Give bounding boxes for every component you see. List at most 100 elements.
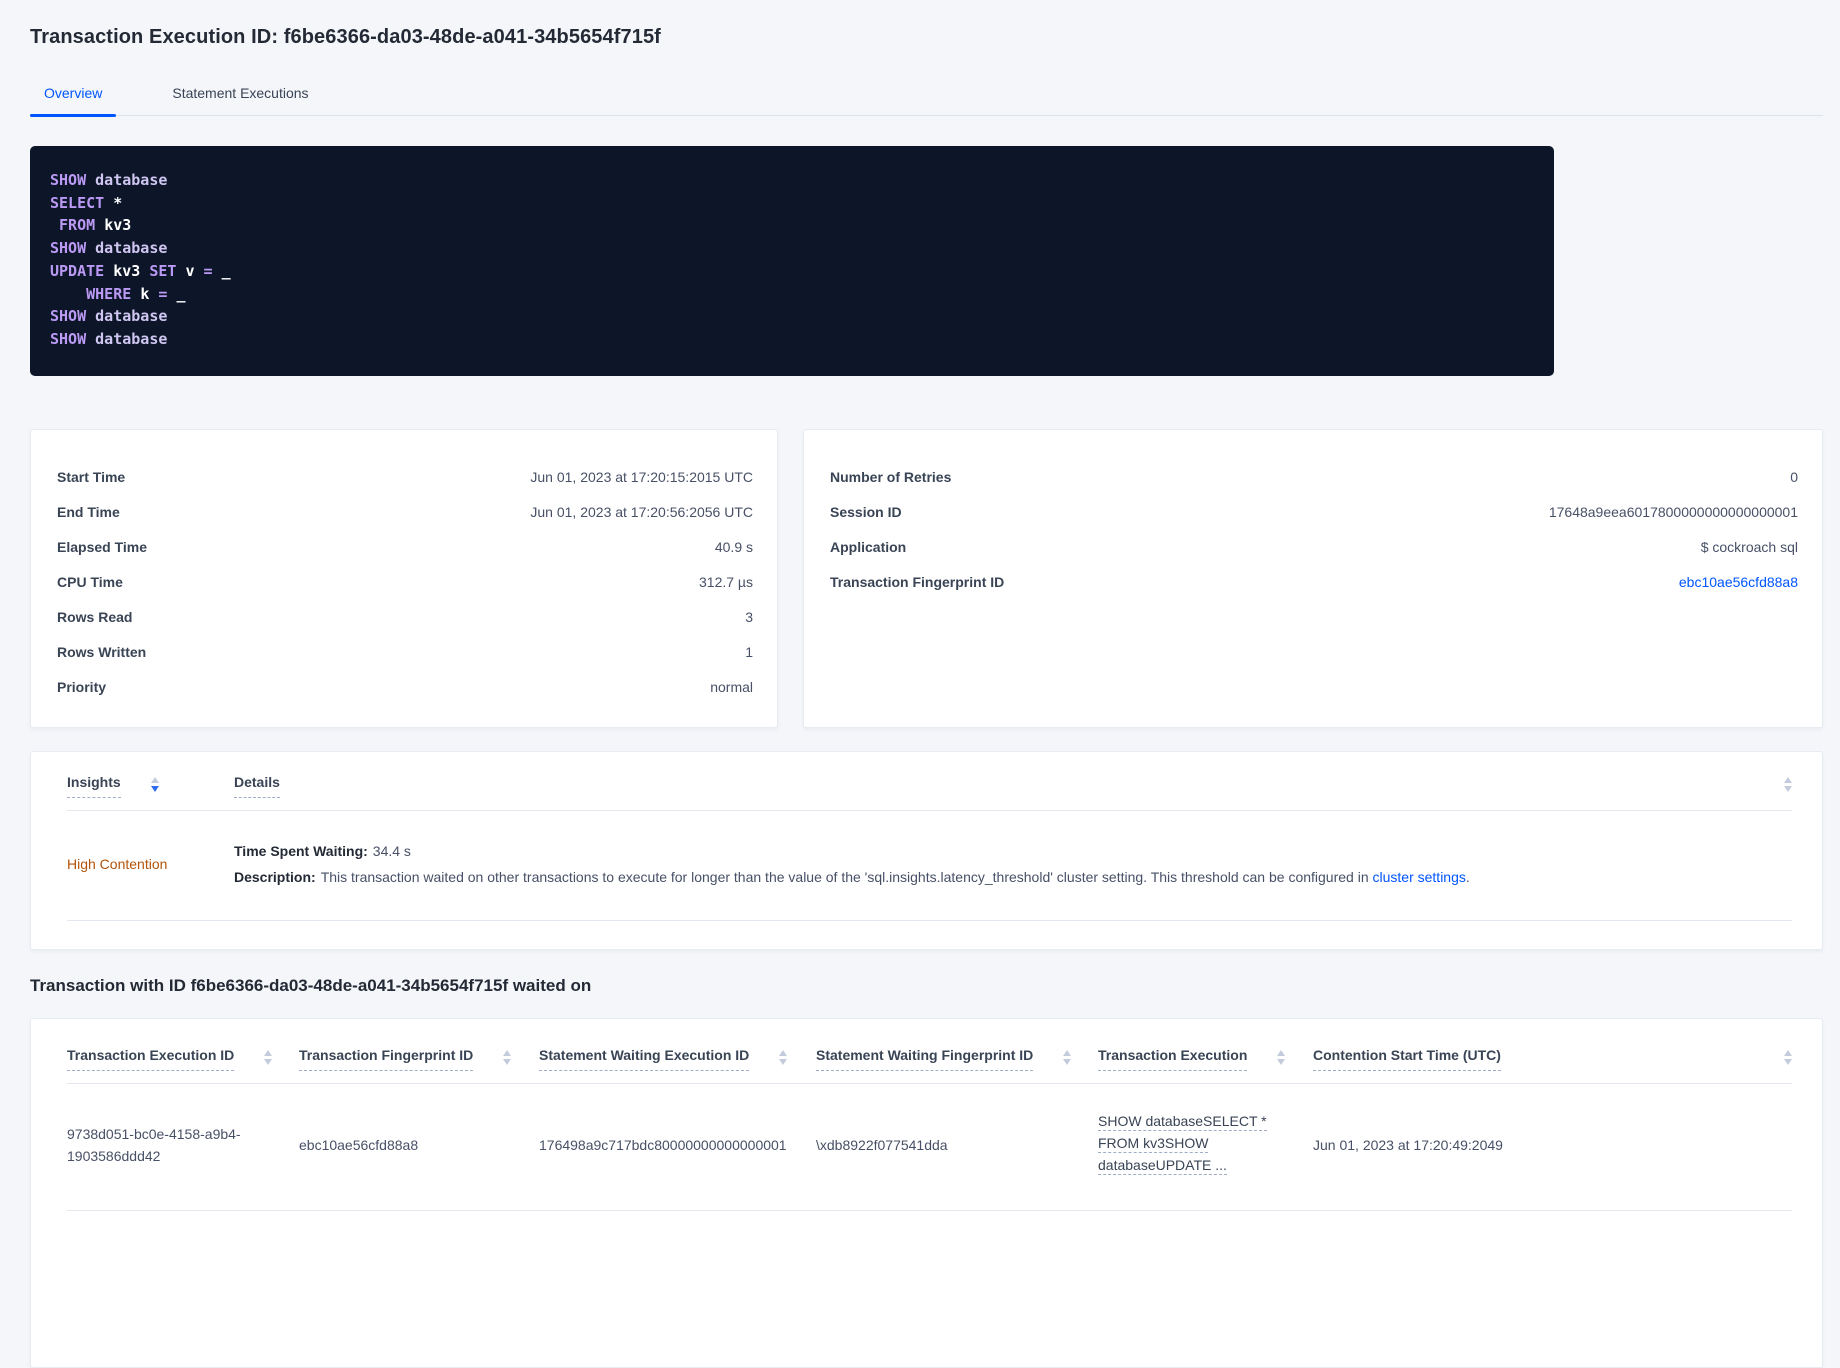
sort-icon[interactable] [264, 1049, 273, 1065]
sort-icon[interactable] [1784, 776, 1792, 792]
priority-value: normal [710, 678, 753, 695]
session-summary-card: Number of Retries 0 Session ID 17648a9eea60… [803, 428, 1823, 728]
column-statement-waiting-fingerprint-id: Statement Waiting Fingerprint ID [816, 1047, 1098, 1071]
rows-written-label: Rows Written [57, 643, 147, 660]
description-suffix: . [1465, 868, 1470, 885]
statement-waiting-execution-id-header[interactable]: Statement Waiting Execution ID [539, 1047, 750, 1071]
column-transaction-fingerprint-id: Transaction Fingerprint ID [299, 1047, 539, 1071]
sql-line: SHOW database [50, 171, 168, 189]
sort-icon[interactable] [1277, 1049, 1286, 1065]
end-time-label: End Time [57, 503, 120, 520]
time-spent-waiting-value: 34.4 s [372, 842, 411, 859]
transaction-fingerprint-id-value[interactable]: ebc10ae56cfd88a8 [1678, 573, 1798, 590]
summary-row: CPU Time 312.7 µs [57, 565, 753, 600]
rows-read-label: Rows Read [57, 608, 133, 625]
transaction-execution-link[interactable]: databaseUPDATE ... [1098, 1156, 1227, 1175]
cell-transaction-execution-id: 9738d051-bc0e-4158-a9b4-1903586ddd42 [67, 1125, 241, 1164]
cpu-time-value: 312.7 µs [699, 573, 753, 590]
transaction-execution-id-header[interactable]: Transaction Execution ID [67, 1047, 235, 1071]
execution-summary-card: Start Time Jun 01, 2023 at 17:20:15:2015 … [30, 428, 778, 728]
rows-written-value: 1 [745, 643, 753, 660]
sql-line: SHOW database [50, 239, 168, 258]
waited-on-table-row: 9738d051-bc0e-4158-a9b4-1903586ddd42 ebc1… [67, 1084, 1792, 1211]
sql-line: WHERE k = _ [50, 284, 186, 303]
summary-row: Start Time Jun 01, 2023 at 17:20:15:2015 … [57, 460, 753, 495]
description-text: This transaction waited on other transac… [320, 868, 1373, 885]
transaction-execution-link[interactable]: FROM kv3SHOW [1098, 1134, 1209, 1153]
start-time-value: Jun 01, 2023 at 17:20:15:2015 UTC [530, 468, 753, 485]
column-statement-waiting-execution-id: Statement Waiting Execution ID [539, 1047, 816, 1071]
sql-line: UPDATE kv3 SET v = _ [50, 261, 231, 280]
start-time-label: Start Time [57, 468, 126, 485]
insight-description-line: Description: This transaction waited on o… [234, 864, 1470, 890]
insights-table-card: Insights Details High Contention Time Sp… [30, 750, 1823, 950]
contention-start-time-utc-header[interactable]: Contention Start Time (UTC) [1313, 1047, 1501, 1071]
summary-row: Priority normal [57, 670, 753, 705]
column-transaction-execution-id: Transaction Execution ID [67, 1047, 299, 1071]
summary-row: Number of Retries 0 [830, 460, 1798, 495]
description-label: Description: [234, 868, 316, 885]
sql-line: SELECT * [50, 193, 123, 212]
summary-row: Transaction Fingerprint ID ebc10ae56cfd88… [830, 565, 1798, 600]
elapsed-time-value: 40.9 s [714, 538, 753, 555]
insights-column-header[interactable]: Insights [67, 774, 121, 798]
application-value: $ cockroach sql [1700, 538, 1798, 555]
tab-overview[interactable]: Overview [30, 79, 117, 117]
cpu-time-label: CPU Time [57, 573, 123, 590]
sql-statements-box: SHOW database SELECT * FROM kv3 SHOW datab… [30, 146, 1554, 376]
summary-cards-row: Start Time Jun 01, 2023 at 17:20:15:2015 … [30, 428, 1823, 728]
number-of-retries-value: 0 [1790, 468, 1798, 485]
sort-icon[interactable] [779, 1049, 788, 1065]
sql-line: FROM kv3 [50, 216, 132, 235]
sql-line: SHOW database [50, 307, 168, 326]
cluster-settings-link[interactable]: cluster settings [1372, 868, 1466, 885]
sort-icon[interactable] [503, 1049, 512, 1065]
priority-label: Priority [57, 678, 107, 695]
waited-on-table-header: Transaction Execution ID Transaction Fing… [67, 1047, 1792, 1084]
elapsed-time-label: Elapsed Time [57, 538, 148, 555]
summary-row: Session ID 17648a9eea60178000000000000000… [830, 495, 1798, 530]
transaction-execution-link[interactable]: SHOW databaseSELECT * [1098, 1112, 1267, 1131]
transaction-fingerprint-id-header[interactable]: Transaction Fingerprint ID [299, 1047, 474, 1071]
summary-row: Application $ cockroach sql [830, 530, 1798, 565]
summary-row: Rows Read 3 [57, 600, 753, 635]
summary-row: Elapsed Time 40.9 s [57, 530, 753, 565]
transaction-fingerprint-id-label: Transaction Fingerprint ID [830, 573, 1005, 590]
tab-bar: Overview Statement Executions [30, 79, 1823, 117]
time-spent-waiting-line: Time Spent Waiting: 34.4 s [234, 838, 1470, 864]
cell-contention-start-time: Jun 01, 2023 at 17:20:49:2049 [1313, 1136, 1503, 1153]
waited-on-heading: Transaction with ID f6be6366-da03-48de-a… [30, 975, 592, 995]
summary-row: End Time Jun 01, 2023 at 17:20:56:2056 UT… [57, 495, 753, 530]
session-id-value: 17648a9eea6017800000000000000001 [1548, 503, 1798, 520]
summary-row: Rows Written 1 [57, 635, 753, 670]
sort-icon[interactable] [1063, 1049, 1072, 1065]
tab-statement-executions[interactable]: Statement Executions [172, 85, 309, 101]
end-time-value: Jun 01, 2023 at 17:20:56:2056 UTC [530, 503, 753, 520]
page-title: Transaction Execution ID: f6be6366-da03-… [30, 26, 661, 48]
cell-statement-waiting-fingerprint-id: \xdb8922f077541dda [816, 1136, 948, 1153]
sort-icon[interactable] [1784, 1049, 1792, 1065]
insight-row: High Contention Time Spent Waiting: 34.4 … [67, 811, 1792, 921]
insight-type-cell: High Contention [67, 856, 234, 872]
insight-type-label: High Contention [67, 855, 168, 872]
number-of-retries-label: Number of Retries [830, 468, 952, 485]
waited-on-table-card: Transaction Execution ID Transaction Fing… [30, 1017, 1823, 1368]
cell-transaction-fingerprint-id: ebc10ae56cfd88a8 [299, 1136, 419, 1153]
rows-read-value: 3 [745, 608, 753, 625]
statement-waiting-fingerprint-id-header[interactable]: Statement Waiting Fingerprint ID [816, 1047, 1034, 1071]
session-id-label: Session ID [830, 503, 902, 520]
sql-line: SHOW database [50, 329, 168, 348]
details-column: Details [234, 773, 280, 798]
column-contention-start-time-utc: Contention Start Time (UTC) [1313, 1047, 1792, 1071]
insight-details-cell: Time Spent Waiting: 34.4 s Description: Th… [234, 838, 1470, 890]
time-spent-waiting-label: Time Spent Waiting: [234, 842, 368, 859]
sort-icon[interactable] [150, 776, 159, 792]
details-column-header[interactable]: Details [234, 773, 280, 798]
application-label: Application [830, 538, 907, 555]
cell-statement-waiting-execution-id: 176498a9c717bdc80000000000000001 [539, 1136, 787, 1153]
transaction-execution-header[interactable]: Transaction Execution [1098, 1047, 1248, 1071]
insights-column: Insights [67, 774, 234, 798]
cell-transaction-execution-lines: SHOW databaseSELECT * FROM kv3SHOW databas… [1098, 1112, 1313, 1178]
insights-table-header: Insights Details [67, 773, 1792, 811]
